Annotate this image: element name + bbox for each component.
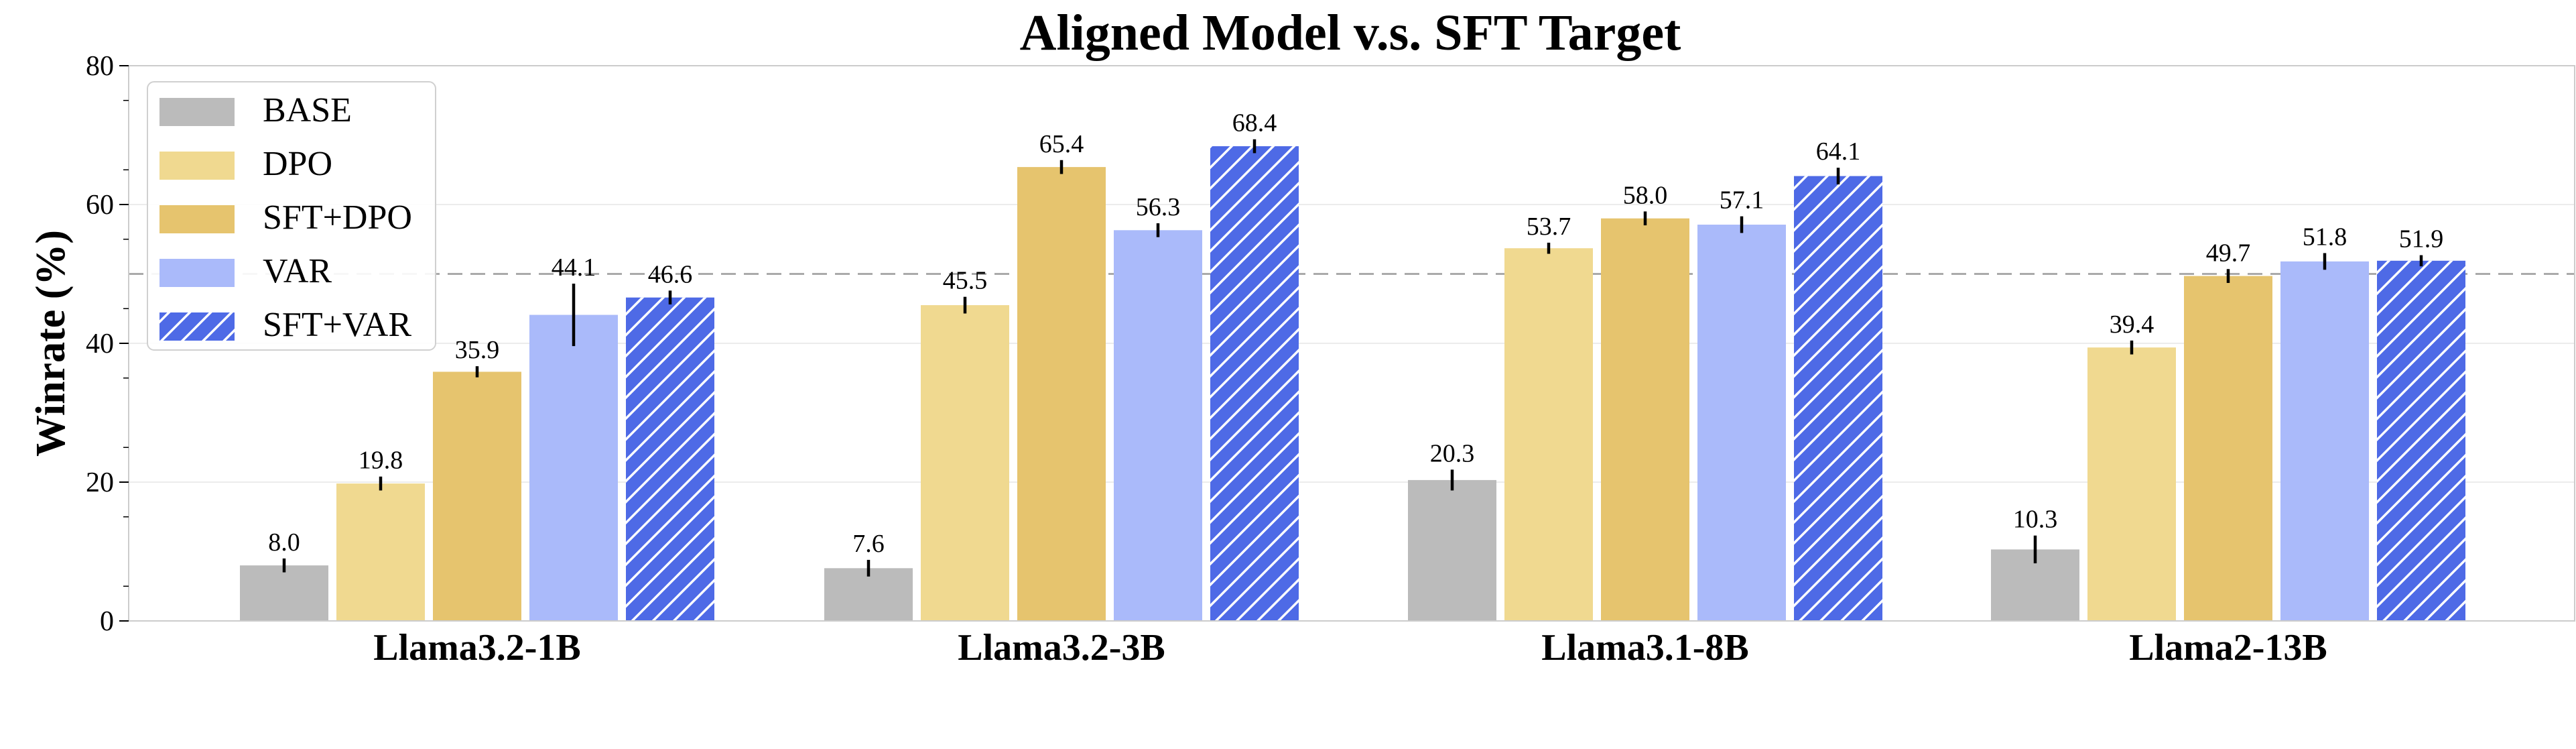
legend-label: BASE <box>263 91 352 129</box>
y-axis-label: Winrate (%) <box>28 230 74 457</box>
y-tick-label: 0 <box>100 606 114 637</box>
bar-value-label: 44.1 <box>552 253 596 282</box>
legend-swatch-hatch <box>159 312 235 341</box>
legend-swatch <box>159 205 235 233</box>
bar <box>1408 479 1496 621</box>
bar <box>2280 261 2369 621</box>
bar-value-label: 8.0 <box>268 528 300 557</box>
y-tick-label: 80 <box>86 51 114 82</box>
bar-value-label: 19.8 <box>359 447 403 475</box>
bar-value-label: 51.8 <box>2303 223 2347 251</box>
bar <box>529 314 618 621</box>
x-tick-label: Llama3.2-3B <box>958 627 1165 669</box>
bar-value-label: 57.1 <box>1720 186 1764 215</box>
bar-value-label: 58.0 <box>1623 181 1668 209</box>
bar <box>1504 248 1593 622</box>
y-tick-label: 20 <box>86 467 114 498</box>
x-tick-label: Llama3.2-1B <box>373 627 581 669</box>
legend-label: DPO <box>263 145 332 183</box>
bar-value-label: 51.9 <box>2399 225 2444 253</box>
bars <box>240 139 2465 622</box>
bar <box>336 483 425 621</box>
bar <box>2087 347 2176 621</box>
legend-label: SFT+DPO <box>263 198 412 237</box>
legend-swatch <box>159 152 235 180</box>
legend-label: VAR <box>263 252 332 290</box>
bar-value-label: 56.3 <box>1136 193 1181 221</box>
bar <box>1601 218 1689 621</box>
legend-swatch <box>159 259 235 287</box>
bar-labels: 8.0 19.8 35.9 44.1 46.6 7.6 45.5 65.4 56.3 68.4 20… <box>268 109 2443 558</box>
bar-value-label: 10.3 <box>2013 506 2058 534</box>
y-tick-label: 60 <box>86 190 114 221</box>
bar <box>1114 230 1202 621</box>
bar-value-label: 68.4 <box>1232 109 1277 137</box>
bar-value-label: 7.6 <box>852 530 885 558</box>
bar-value-label: 49.7 <box>2206 239 2251 267</box>
bar-value-label: 45.5 <box>943 267 988 295</box>
bar <box>1697 225 1786 621</box>
axes: 0 20 40 60 80 Llama3.2-1B Llama3.2-3B Llama3.1-… <box>86 51 2327 669</box>
x-tick-label: Llama3.1-8B <box>1541 627 1749 669</box>
bar-hatch <box>2377 260 2465 622</box>
bar <box>824 568 913 621</box>
bar <box>1017 167 1106 622</box>
bar <box>2184 276 2272 622</box>
x-tick-label: Llama2-13B <box>2129 627 2327 669</box>
bar <box>240 565 328 621</box>
bar-value-label: 53.7 <box>1527 213 1571 241</box>
bar <box>433 371 521 621</box>
chart-title: Aligned Model v.s. SFT Target <box>1020 5 1681 61</box>
bar-value-label: 35.9 <box>455 336 500 364</box>
legend: BASE DPO SFT+DPO VAR SFT+VAR <box>147 81 436 351</box>
bar <box>921 305 1009 621</box>
legend-swatch <box>159 98 235 126</box>
bar-value-label: 39.4 <box>2110 310 2154 339</box>
bar-value-label: 20.3 <box>1430 439 1475 467</box>
legend-label: SFT+VAR <box>263 306 411 344</box>
y-tick-label: 40 <box>86 329 114 359</box>
bar-value-label: 64.1 <box>1816 137 1861 166</box>
bar-value-label: 46.6 <box>648 260 693 288</box>
bar-hatch <box>1794 176 1882 621</box>
bar-value-label: 65.4 <box>1039 130 1084 158</box>
bar-hatch <box>626 297 714 621</box>
bar-hatch <box>1210 146 1299 621</box>
